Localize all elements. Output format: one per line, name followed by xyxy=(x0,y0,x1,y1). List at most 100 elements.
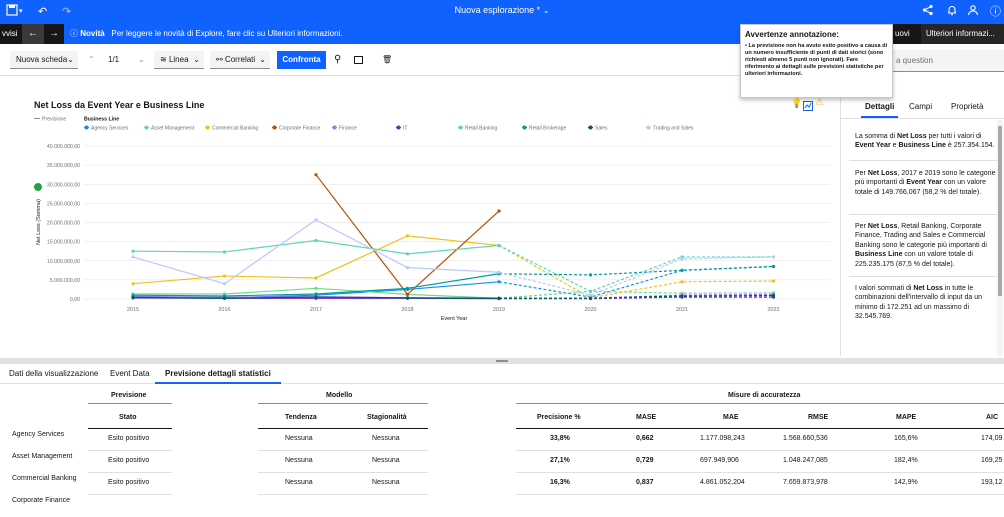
table-row[interactable]: Agency Services Esito positivo Nessuna Ness… xyxy=(0,431,1004,451)
info-icon: ⓘ xyxy=(70,29,78,38)
y-tick-label: 15.000.000,00 xyxy=(47,240,80,246)
col-header-aic[interactable]: AIC xyxy=(986,414,999,421)
y-tick-label: 5.000.000,00 xyxy=(50,278,80,284)
tab-forecast-details[interactable]: Previsione dettagli statistici xyxy=(155,369,281,384)
related-dropdown[interactable]: ⚯ Correlati ⌄ xyxy=(210,51,270,69)
chevron-down-icon[interactable]: ⌄ xyxy=(138,55,145,64)
trash-icon[interactable]: 🗑 xyxy=(382,55,393,64)
notice-text[interactable]: Per leggere le novità di Explore, fare c… xyxy=(111,29,343,38)
data-point xyxy=(771,264,776,269)
data-point xyxy=(771,279,776,283)
user-icon[interactable] xyxy=(967,4,979,21)
row-label: Asset Management xyxy=(12,453,73,460)
legend-item: Trading and Sales xyxy=(653,126,694,132)
annotation-warning-popup: Avvertenze annotazione: • La previsione … xyxy=(740,24,893,98)
cell-status: Esito positivo xyxy=(108,457,150,464)
forecast-legend-label: Previsione xyxy=(42,117,66,123)
pin-icon[interactable]: ⚲ xyxy=(334,54,342,65)
row-label: Commercial Banking xyxy=(12,475,77,482)
new-tab-dropdown[interactable]: Nuova scheda ⌄ xyxy=(10,51,78,69)
col-header-status[interactable]: Stato xyxy=(119,414,137,421)
legend-swatch-dot xyxy=(646,125,651,130)
x-tick-label: 2017 xyxy=(310,307,322,313)
data-point xyxy=(405,252,410,256)
legend-item: Asset Management xyxy=(151,126,195,132)
tab-visualization-data[interactable]: Dati della visualizzazione xyxy=(9,369,99,378)
data-point xyxy=(222,274,227,278)
series-line xyxy=(132,239,500,255)
tab-details[interactable]: Dettagli xyxy=(861,100,899,118)
forecast-line xyxy=(498,256,774,296)
data-point xyxy=(497,296,501,300)
legend-swatch-dot xyxy=(205,125,210,130)
data-point xyxy=(131,293,135,297)
y-axis-marker xyxy=(34,183,42,191)
legend-swatch-dot xyxy=(144,125,149,130)
col-header-mae[interactable]: MAE xyxy=(723,414,739,421)
chevron-down-icon[interactable]: ▾ xyxy=(19,8,23,15)
details-panel: 💡 ⚠ Dettagli Campi Proprietà La somma di… xyxy=(791,76,1004,356)
x-tick-label: 2015 xyxy=(127,307,139,313)
next-notice-tab[interactable]: uovi xyxy=(893,24,921,44)
tab-fields[interactable]: Campi xyxy=(909,102,933,111)
cell-trend: Nessuna xyxy=(285,457,313,464)
data-point xyxy=(131,282,135,286)
x-tick-label: 2021 xyxy=(676,307,688,313)
panel-divider[interactable] xyxy=(0,358,1004,364)
more-info-link[interactable]: Ulteriori informazi... xyxy=(921,24,1004,44)
data-point xyxy=(680,294,684,298)
col-header-mase[interactable]: MASE xyxy=(636,414,657,421)
legend-swatch-dot xyxy=(522,125,527,130)
data-point xyxy=(588,273,593,277)
save-icon[interactable] xyxy=(6,4,18,21)
cell-mae: 697.949,906 xyxy=(700,457,739,464)
share-icon[interactable] xyxy=(922,4,934,21)
chart-settings-icon[interactable] xyxy=(803,98,813,116)
col-header-rmse[interactable]: RMSE xyxy=(808,414,829,421)
data-point xyxy=(405,234,410,238)
tab-event-data[interactable]: Event Data xyxy=(110,369,150,378)
col-header-precision[interactable]: Precisione % xyxy=(537,414,581,421)
related-icon: ⚯ xyxy=(216,55,223,64)
table-row[interactable]: Commercial Banking Esito positivo Nessuna N… xyxy=(0,475,1004,495)
panel-scrollbar[interactable] xyxy=(997,120,1003,356)
warning-icon[interactable]: ⚠ xyxy=(815,97,824,108)
cell-precision: 27,1% xyxy=(550,457,570,464)
legend-swatch-dot xyxy=(588,125,593,130)
x-tick-label: 2018 xyxy=(401,307,413,313)
col-header-mape[interactable]: MAPE xyxy=(896,414,917,421)
prev-notice-tab[interactable]: vvisi xyxy=(0,24,22,44)
insight-card: Per Net Loss, Retail Banking, Corporate … xyxy=(855,223,987,268)
page-title[interactable]: Nuova esplorazione * ⌄ xyxy=(454,5,550,15)
tab-properties[interactable]: Proprietà xyxy=(951,102,984,111)
y-tick-label: 40.000.000,00 xyxy=(47,144,80,150)
legend-item: Agency Services xyxy=(91,126,129,132)
cell-mase: 0,662 xyxy=(636,435,654,442)
col-header-seasonality[interactable]: Stagionalità xyxy=(367,414,407,421)
data-point xyxy=(680,268,684,272)
forecast-line xyxy=(498,244,774,299)
data-point xyxy=(497,280,501,284)
table-row[interactable]: Corporate Finance xyxy=(0,497,1004,517)
compare-button[interactable]: Confronta xyxy=(277,51,326,69)
data-point xyxy=(222,282,227,286)
col-header-trend[interactable]: Tendenza xyxy=(285,414,317,421)
legend-swatch-dot xyxy=(458,125,463,130)
viz-type-dropdown[interactable]: ≋ Linea ⌄ xyxy=(154,51,204,69)
arrow-left-icon[interactable]: ← xyxy=(22,24,44,44)
redo-icon[interactable]: ↷ xyxy=(62,6,72,18)
data-point xyxy=(771,255,776,259)
data-point xyxy=(314,286,318,290)
bell-icon[interactable] xyxy=(946,4,958,21)
arrow-right-icon[interactable]: → xyxy=(44,24,64,44)
cell-rmse: 1.048.247,085 xyxy=(783,457,828,464)
data-point xyxy=(680,257,684,261)
forecast-line xyxy=(498,265,774,276)
lightbulb-icon[interactable]: 💡 xyxy=(791,98,803,108)
chevron-up-icon[interactable]: ⌃ xyxy=(88,55,95,64)
expand-icon[interactable] xyxy=(354,51,363,69)
help-icon[interactable]: ⓘ xyxy=(990,6,1001,18)
undo-icon[interactable]: ↶ xyxy=(38,6,48,18)
cell-status: Esito positivo xyxy=(108,435,150,442)
table-row[interactable]: Asset Management Esito positivo Nessuna Nes… xyxy=(0,453,1004,473)
